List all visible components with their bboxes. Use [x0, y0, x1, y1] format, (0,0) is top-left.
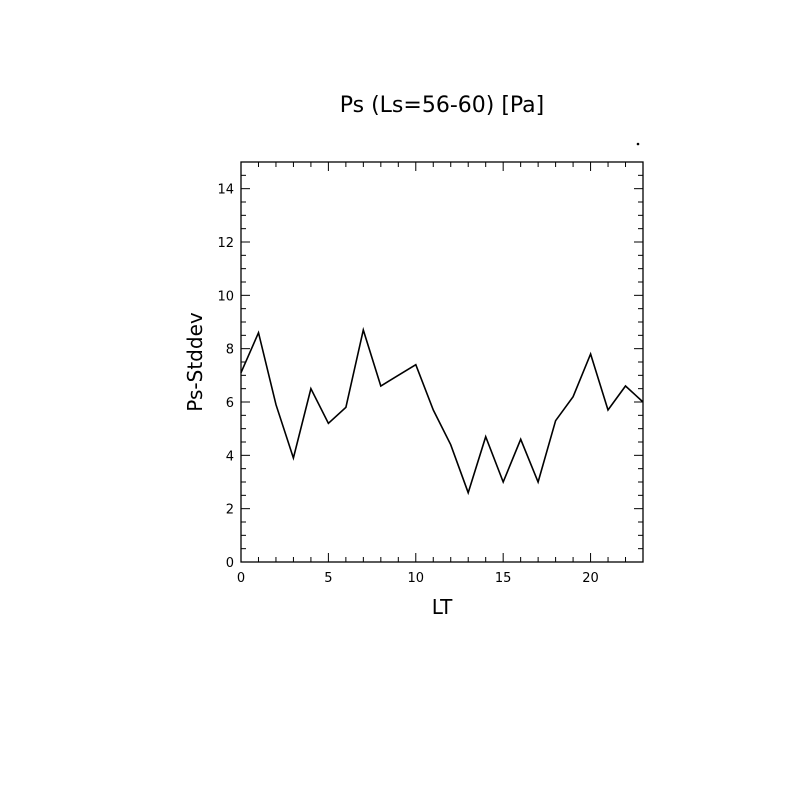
y-tick-label: 8	[226, 343, 234, 358]
y-tick-label: 0	[226, 556, 234, 571]
x-tick-label: 5	[324, 571, 332, 586]
tick-marks	[240, 161, 644, 563]
plot-frame	[240, 161, 644, 563]
tick-labels: 0 5 10 15 20 0 2 4 6 8 10 12 14	[217, 183, 598, 586]
y-tick-label: 2	[226, 503, 234, 518]
y-axis-label: Ps-Stddev	[183, 312, 207, 412]
x-axis-label: LT	[432, 595, 453, 619]
y-tick-label: 10	[217, 289, 234, 304]
y-tick-label: 14	[217, 183, 234, 198]
y-tick-label: 4	[226, 449, 234, 464]
chart-title: Ps (Ls=56-60) [Pa]	[340, 93, 545, 118]
series-line	[240, 326, 644, 496]
x-tick-label: 15	[495, 571, 512, 586]
y-tick-label: 12	[217, 236, 234, 251]
x-tick-label: 20	[582, 571, 599, 586]
corner-dot	[636, 142, 640, 146]
x-tick-label: 0	[237, 571, 245, 586]
x-tick-label: 10	[408, 571, 425, 586]
y-tick-label: 6	[226, 396, 234, 411]
